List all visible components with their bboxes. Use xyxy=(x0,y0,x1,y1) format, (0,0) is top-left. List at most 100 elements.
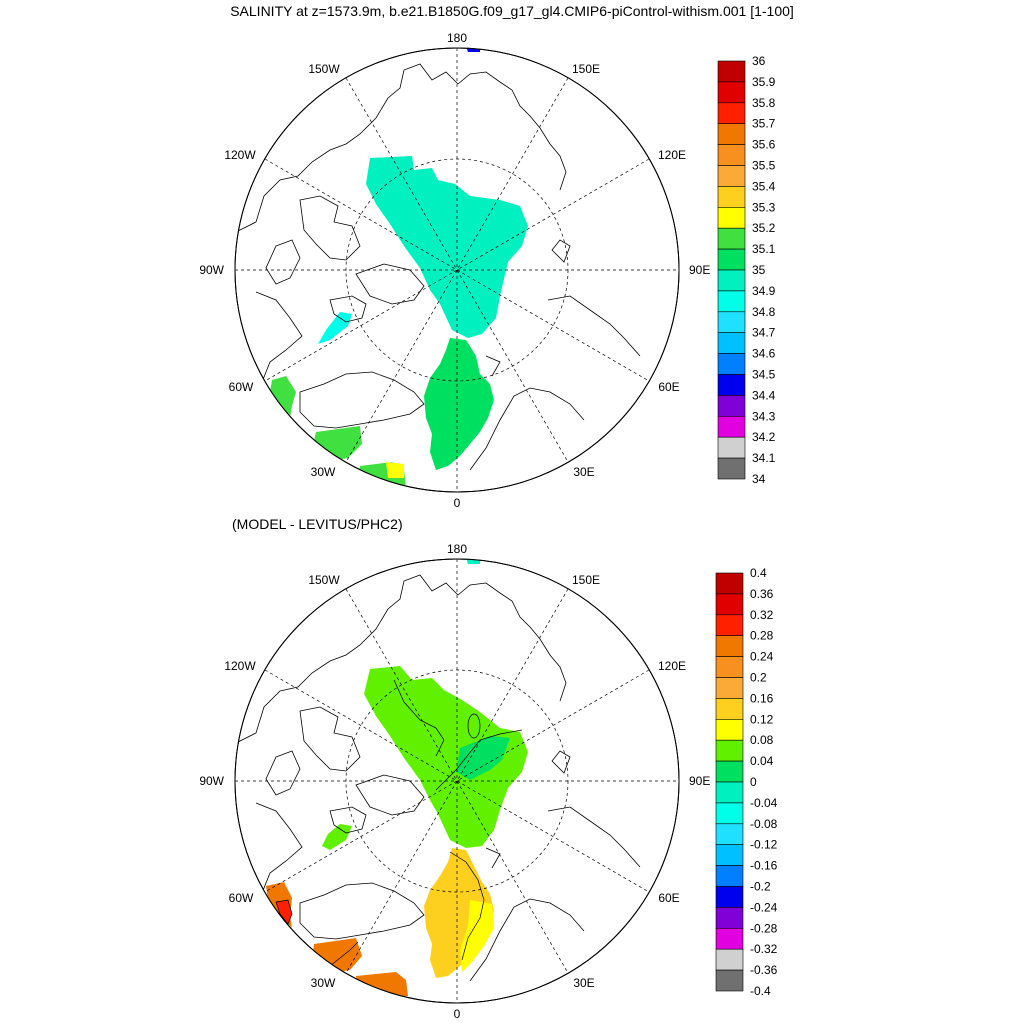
colorbar-swatch xyxy=(715,677,744,699)
colorbar-tick-label: 35.4 xyxy=(752,179,776,193)
colorbar-swatch xyxy=(715,593,744,616)
colorbar-swatch xyxy=(717,353,746,375)
colorbar-swatch xyxy=(717,102,746,125)
colorbar-tick-label: 34.5 xyxy=(752,368,776,382)
colorbar-swatch xyxy=(717,436,746,459)
colorbar-swatch xyxy=(715,927,744,950)
colorbar-tick-label: 34 xyxy=(752,472,766,486)
colorbar-tick-label: 35.9 xyxy=(752,75,776,89)
lon-label-60e: 60E xyxy=(658,380,679,394)
colorbar-tick-label: 34.4 xyxy=(752,388,776,402)
colorbar-tick-label: 34.1 xyxy=(752,451,776,465)
colorbar-tick-label: 0.24 xyxy=(750,650,774,664)
polar-map-bottom: 180 0 90W 90E 150W 120W 150E 120E 60W 30… xyxy=(199,542,710,1021)
colorbar-swatch xyxy=(715,718,744,741)
colorbar-swatch xyxy=(715,635,744,657)
colorbar-tick-label: 34.8 xyxy=(752,305,776,319)
colorbar-tick-label: 34.9 xyxy=(752,284,776,298)
colorbar-swatch xyxy=(717,207,746,229)
colorbar-swatch xyxy=(717,186,746,208)
colorbar-swatch xyxy=(715,844,744,866)
colorbar-tick-label: -0.28 xyxy=(750,921,778,935)
lon-label-30e-b: 30E xyxy=(573,976,594,990)
colorbar-difference: 0.4 0.36 0.32 0.28 0.24 0.2 0.16 0.12 0.08 0.04 0 -… xyxy=(715,566,778,998)
lon-label-150w-b: 150W xyxy=(308,573,340,587)
lon-label-150e-b: 150E xyxy=(572,573,600,587)
colorbar-swatch xyxy=(715,656,744,678)
colorbar-tick-label: 35.1 xyxy=(752,242,776,256)
colorbar-swatch xyxy=(715,572,744,595)
diff-nordic-yellow xyxy=(460,900,494,972)
lon-label-180: 180 xyxy=(447,31,467,45)
colorbar-swatch xyxy=(717,332,746,354)
lon-label-60w: 60W xyxy=(229,380,254,394)
colorbar-swatch xyxy=(717,290,746,313)
colorbar-swatch xyxy=(715,781,744,804)
colorbar-swatch xyxy=(717,395,746,417)
diff-arctic-basin xyxy=(364,666,528,848)
lon-label-60e-b: 60E xyxy=(658,891,679,905)
lon-label-0-b: 0 xyxy=(454,1007,461,1021)
lon-label-0: 0 xyxy=(454,496,461,510)
colorbar-swatch xyxy=(717,248,746,271)
colorbar-swatch xyxy=(717,415,746,438)
colorbar-swatch xyxy=(715,802,744,825)
colorbar-swatch xyxy=(715,823,744,845)
colorbar-swatch xyxy=(717,123,746,145)
lon-label-60w-b: 60W xyxy=(229,891,254,905)
colorbar-tick-label: 36 xyxy=(752,54,766,68)
colorbar-tick-label: 0.36 xyxy=(750,587,774,601)
colorbar-tick-label: -0.32 xyxy=(750,942,778,956)
field-labrador xyxy=(270,376,296,418)
lon-label-90w: 90W xyxy=(199,263,224,277)
lon-label-30e: 30E xyxy=(573,465,594,479)
lon-label-90w-b: 90W xyxy=(199,774,224,788)
colorbar-swatch xyxy=(717,457,746,480)
page-title: SALINITY at z=1573.9m, b.e21.B1850G.f09_… xyxy=(230,3,794,19)
field-arctic-basin xyxy=(366,156,528,338)
colorbar-tick-label: 0.2 xyxy=(750,671,767,685)
colorbar-tick-label: -0.04 xyxy=(750,796,778,810)
lon-label-30w: 30W xyxy=(311,465,336,479)
colorbar-tick-label: 34.3 xyxy=(752,409,776,423)
colorbar-swatch xyxy=(715,948,744,971)
colorbar-tick-label: 34.2 xyxy=(752,430,776,444)
colorbar-tick-label: -0.24 xyxy=(750,900,778,914)
colorbar-tick-label: 35.7 xyxy=(752,117,776,131)
colorbar-swatch xyxy=(717,81,746,104)
colorbar-swatch xyxy=(717,227,746,250)
colorbar-swatch xyxy=(717,165,746,187)
colorbar-tick-label: 35 xyxy=(752,263,766,277)
colorbar-tick-label: 35.2 xyxy=(752,221,776,235)
colorbar-tick-label: 0.4 xyxy=(750,566,767,580)
colorbar-swatch xyxy=(715,886,744,908)
colorbar-tick-label: 0.08 xyxy=(750,733,774,747)
lon-label-120w: 120W xyxy=(224,148,256,162)
lon-label-180-b: 180 xyxy=(447,542,467,556)
colorbar-tick-label: 0.04 xyxy=(750,754,774,768)
coastlines-bottom xyxy=(235,574,641,982)
lon-label-120w-b: 120W xyxy=(224,659,256,673)
lon-label-90e-b: 90E xyxy=(689,774,710,788)
colorbar-tick-label: -0.36 xyxy=(750,963,778,977)
colorbar-swatch xyxy=(715,760,744,783)
colorbar-tick-label: 0 xyxy=(750,775,757,789)
colorbar-tick-label: 0.16 xyxy=(750,691,774,705)
diff-canadian-patch xyxy=(322,824,352,850)
colorbar-swatch xyxy=(717,60,746,83)
colorbar-tick-label: 35.5 xyxy=(752,159,776,173)
lon-label-150w: 150W xyxy=(308,62,340,76)
colorbar-tick-label: -0.2 xyxy=(750,880,771,894)
colorbar-tick-label: 35.3 xyxy=(752,200,776,214)
graticule-bottom xyxy=(235,559,679,1003)
colorbar-tick-label: 35.6 xyxy=(752,138,776,152)
graticule-top xyxy=(235,48,679,492)
colorbar-tick-label: 0.32 xyxy=(750,608,774,622)
colorbar-swatch xyxy=(715,698,744,720)
colorbar-tick-label: -0.08 xyxy=(750,817,778,831)
field-nordic-seas xyxy=(424,338,494,470)
panel-subtitle: (MODEL - LEVITUS/PHC2) xyxy=(232,516,403,532)
colorbar-tick-label: -0.16 xyxy=(750,859,778,873)
colorbar-swatch xyxy=(717,311,746,333)
colorbar-tick-label: -0.4 xyxy=(750,984,771,998)
